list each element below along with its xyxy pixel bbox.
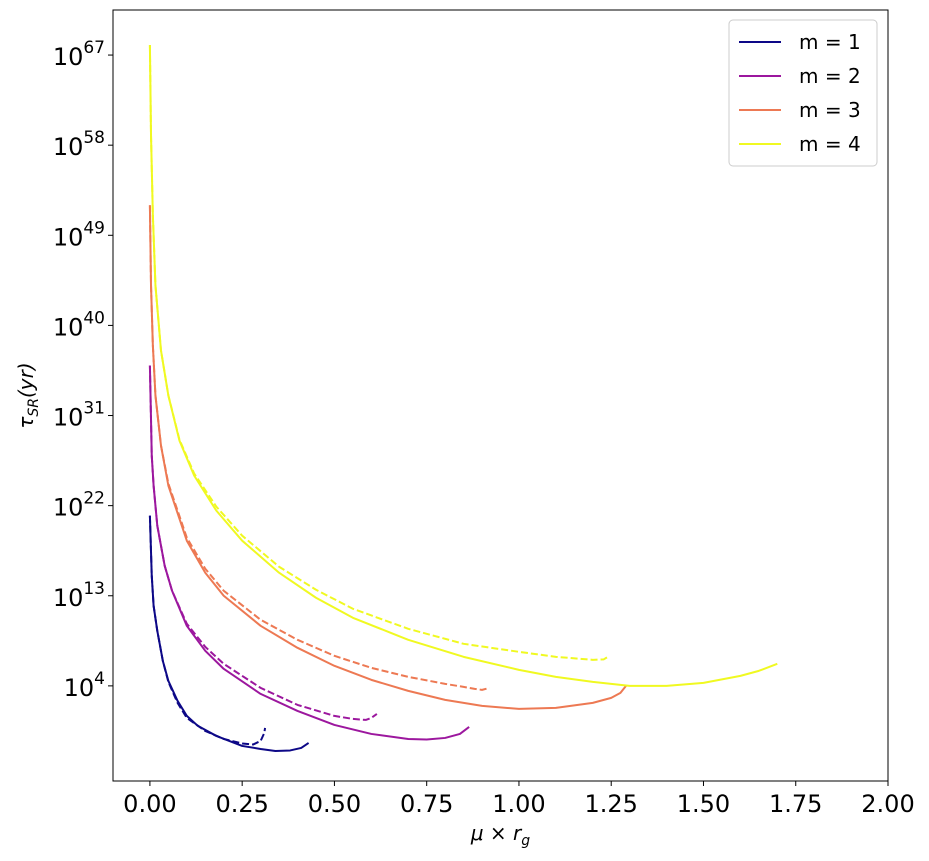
axes: 0.00 0.25 0.50 0.75 1.00 1.25 1.50 1.75 2.00 104 1… (14, 9, 915, 849)
x-tick-label: 1.00 (492, 790, 545, 818)
y-tick-label: 1031 (53, 399, 105, 432)
x-tick-label: 0.25 (215, 790, 268, 818)
y-axis-label: τSR(yr) (14, 362, 42, 428)
x-tick-label: 1.25 (584, 790, 637, 818)
x-tick-label: 1.50 (677, 790, 730, 818)
plot-frame (112, 9, 889, 782)
y-tick-label: 104 (64, 669, 105, 702)
x-tick-label: 2.00 (861, 790, 914, 818)
y-tick-label: 1058 (53, 128, 105, 161)
y-tick-label: 1040 (53, 308, 105, 341)
x-axis-label: μ × rg (470, 821, 530, 849)
legend-label: m = 1 (799, 30, 861, 54)
legend: m = 1 m = 2 m = 3 m = 4 (728, 19, 878, 167)
series-line-m3-dashed (148, 205, 490, 691)
legend-label: m = 3 (799, 98, 861, 122)
x-tick-label: 0.75 (400, 790, 453, 818)
legend-label: m = 4 (799, 132, 861, 156)
y-tick-label: 1067 (53, 38, 105, 71)
legend-box (728, 19, 878, 167)
plot-area (148, 45, 778, 752)
x-tick-label: 1.75 (769, 790, 822, 818)
y-tick-label: 1022 (53, 489, 105, 522)
y-tick-label: 1013 (53, 579, 105, 612)
x-tick-label: 0.50 (308, 790, 361, 818)
series-line-m2-dashed (148, 365, 378, 721)
legend-label: m = 2 (799, 64, 861, 88)
series-line-m1-dashed (148, 515, 267, 746)
x-tick-label: 0.00 (123, 790, 176, 818)
series-line-m4-dashed (148, 45, 610, 661)
y-tick-label: 1049 (53, 218, 105, 251)
